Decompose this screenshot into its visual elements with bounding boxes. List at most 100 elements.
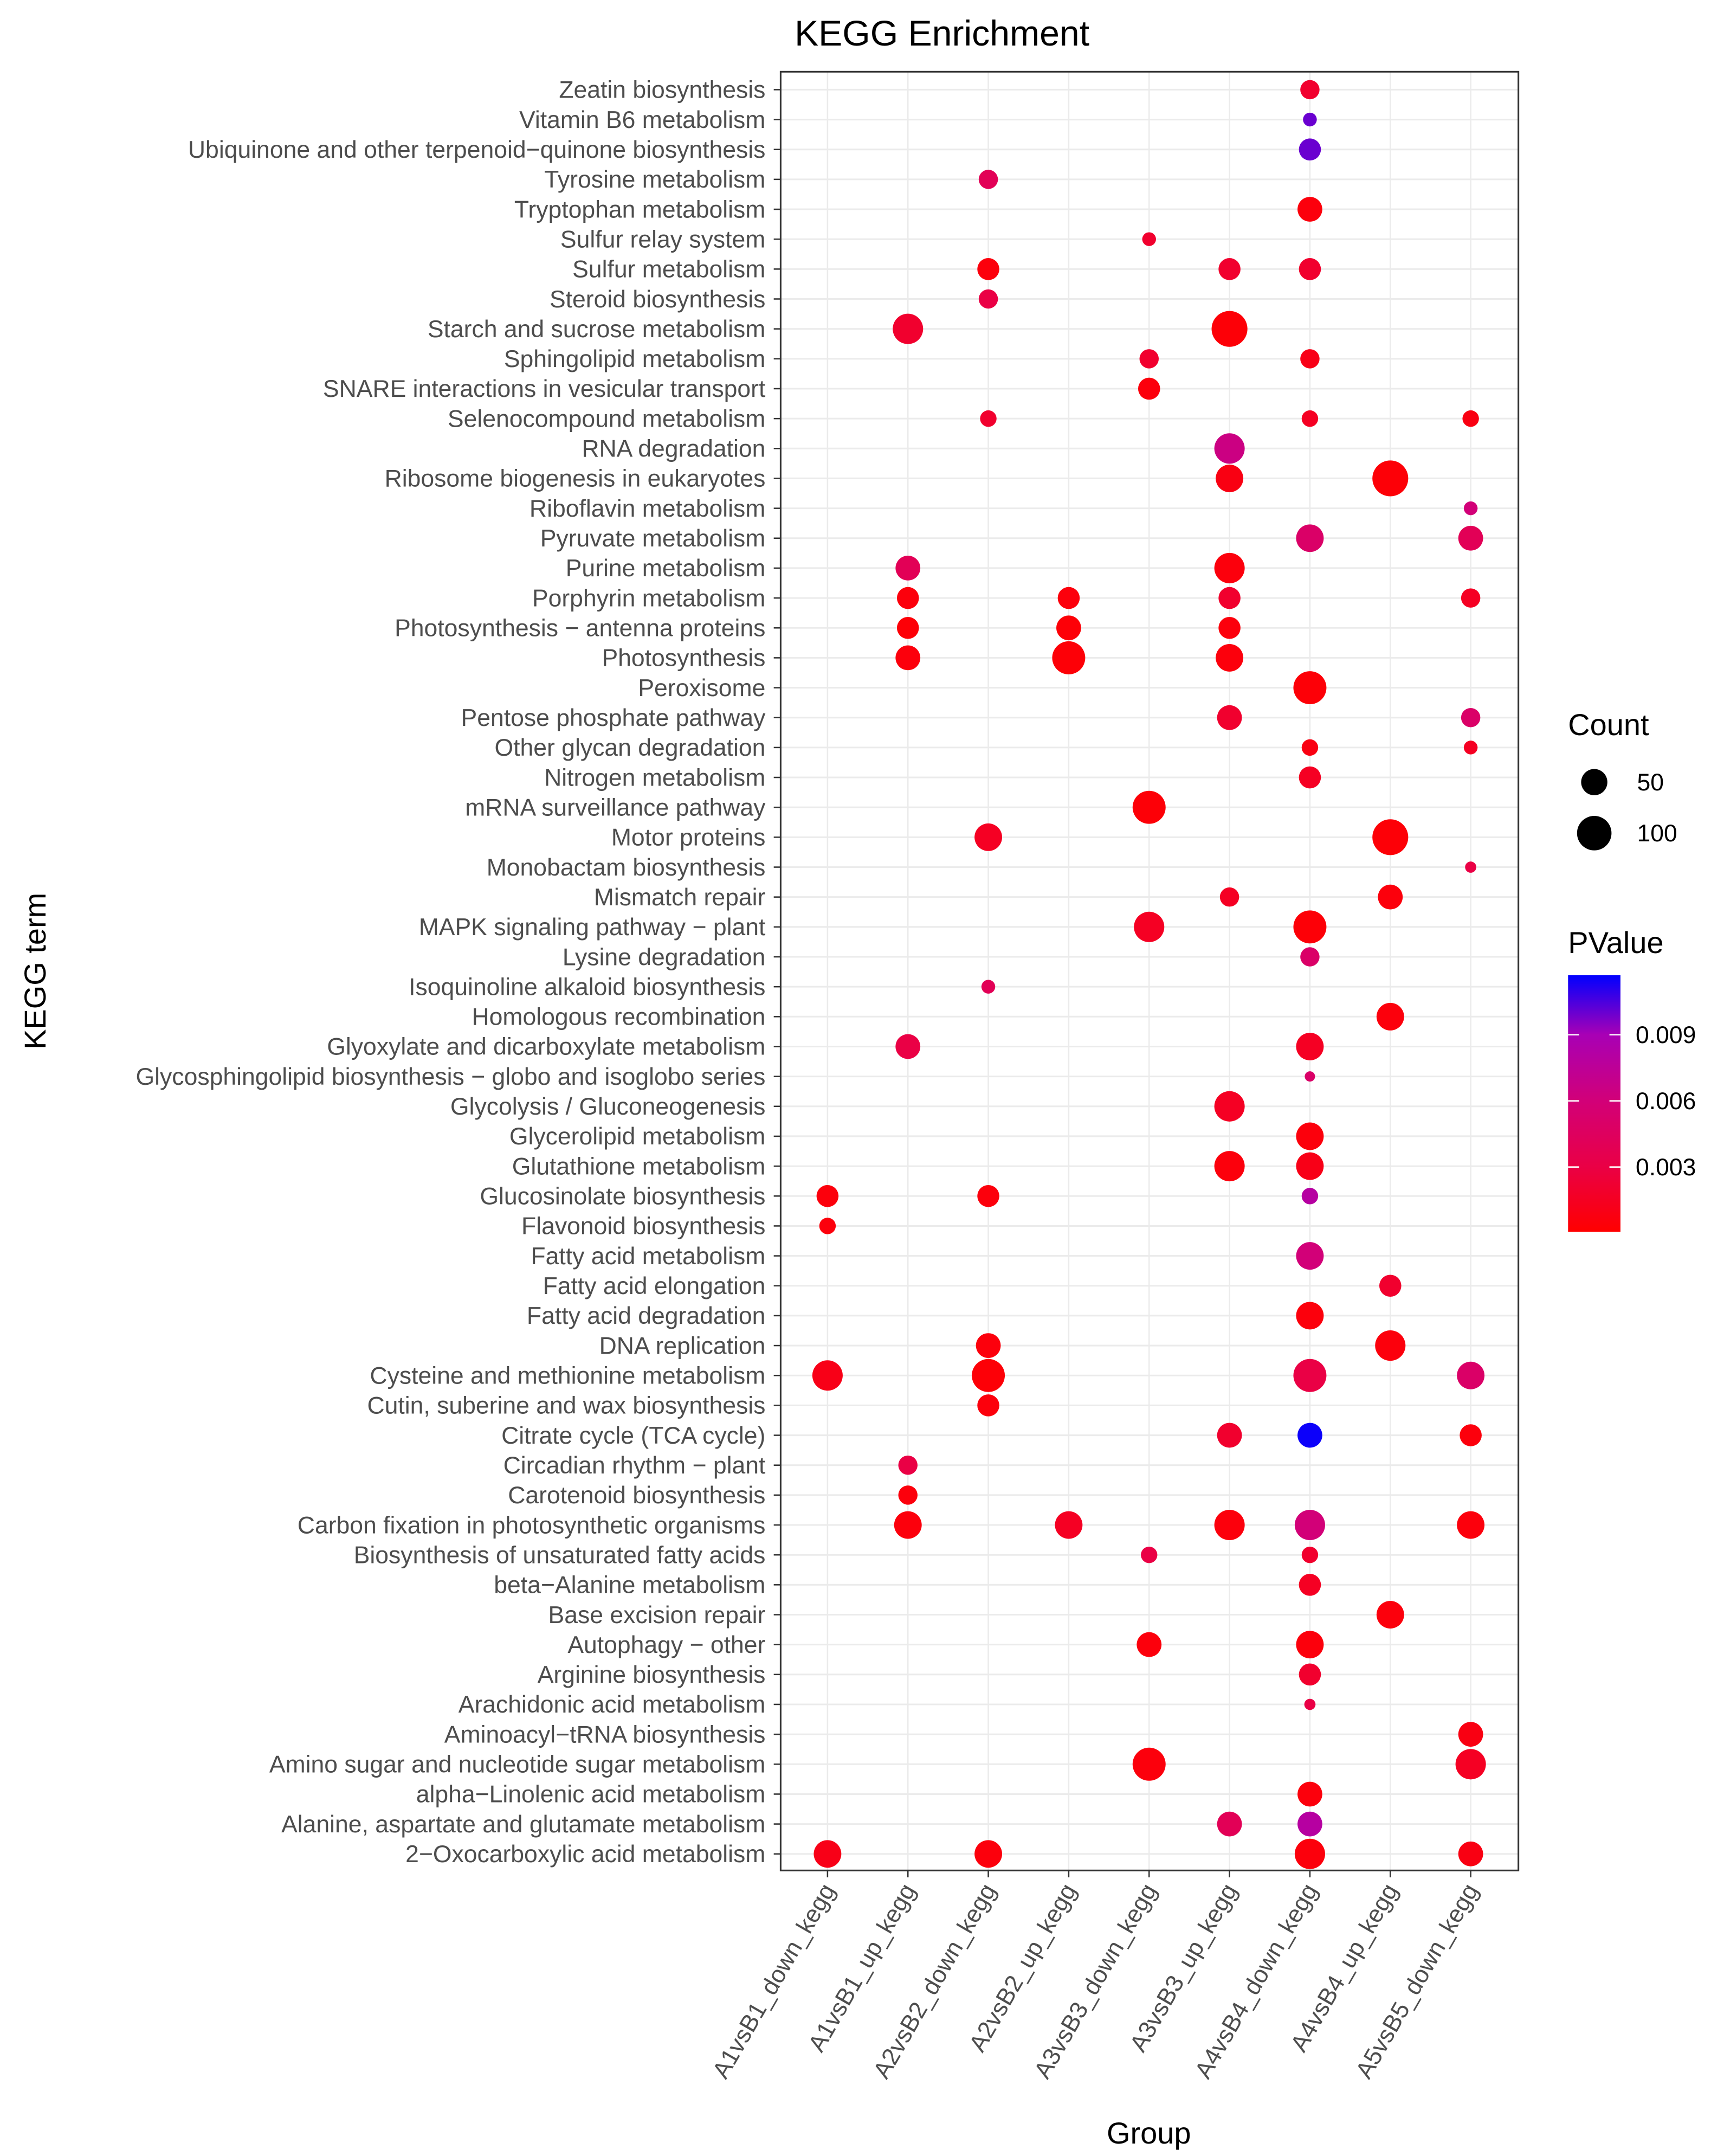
y-tick-label: Nitrogen metabolism [544,764,765,791]
data-point [1214,1151,1245,1182]
y-tick-label: Flavonoid biosynthesis [521,1213,765,1240]
y-tick-label: Citrate cycle (TCA cycle) [501,1423,765,1449]
y-tick-label: Arginine biosynthesis [538,1662,766,1688]
data-point [1301,410,1319,427]
y-tick-label: Tryptophan metabolism [514,196,766,223]
data-point [1299,766,1321,789]
y-tick-label: Pyruvate metabolism [540,525,766,552]
y-tick-label: Fatty acid degradation [527,1303,765,1329]
colorbar [1568,975,1620,1232]
data-points [812,80,1486,1869]
x-axis-title: Group [1107,2116,1191,2150]
data-point [1303,112,1317,127]
data-point [1132,790,1166,824]
y-tick-label: Alanine, aspartate and glutamate metabol… [281,1811,765,1838]
data-point [1297,197,1322,222]
data-point [1296,1033,1324,1060]
data-point [898,1455,918,1475]
data-point [1296,1152,1324,1180]
chart-title: KEGG Enrichment [795,14,1089,54]
y-tick-label: Glycerolipid metabolism [509,1123,766,1150]
y-tick-label: Purine metabolism [566,555,766,582]
y-tick-label: Steroid biosynthesis [550,286,765,313]
data-point [1293,671,1327,705]
data-point [895,645,921,671]
data-point [1378,884,1403,910]
data-point [1293,910,1327,944]
x-axis-ticks: A1vsB1_down_keggA1vsB1_up_keggA2vsB2_dow… [707,1870,1484,2083]
y-tick-label: Aminoacyl−tRNA biosynthesis [444,1721,766,1748]
data-point [1300,80,1320,100]
data-point [1457,1361,1485,1389]
y-tick-label: Cysteine and methionine metabolism [370,1362,765,1389]
y-tick-label: Motor proteins [611,825,766,851]
y-tick-label: Amino sugar and nucleotide sugar metabol… [269,1752,766,1778]
data-point [1458,1841,1483,1867]
data-point [1218,587,1241,609]
data-point [1296,1631,1324,1659]
size-legend-key [1581,769,1607,795]
data-point [1294,1838,1325,1869]
y-tick-label: alpha−Linolenic acid metabolism [416,1781,766,1808]
data-point [1376,1601,1404,1629]
data-point [1375,1330,1406,1361]
y-tick-label: Base excision repair [548,1602,766,1629]
data-point [1138,377,1160,400]
color-legend-title: PValue [1568,925,1663,960]
data-point [1297,1423,1322,1448]
y-axis-ticks: Zeatin biosynthesis Vitamin B6 metabolism… [136,77,781,1868]
data-point [1296,1302,1324,1330]
data-point [1211,311,1248,347]
data-point [895,556,921,581]
y-tick-label: 2−Oxocarboxylic acid metabolism [405,1841,765,1868]
data-point [1052,641,1086,674]
y-tick-label: Fatty acid elongation [543,1273,766,1299]
size-legend-title: Count [1568,707,1649,742]
y-tick-label: Sulfur relay system [560,226,766,253]
data-point [1216,643,1244,672]
y-axis-title: KEGG term [18,893,52,1050]
y-tick-label: Glycolysis / Gluconeogenesis [450,1093,765,1120]
size-legend-key [1577,816,1612,851]
data-point [813,1840,842,1868]
y-tick-label: Monobactam biosynthesis [487,854,766,881]
data-point [1458,1722,1483,1747]
y-tick-label: Circadian rhythm − plant [503,1452,766,1479]
data-point [1305,1071,1315,1082]
data-point [1297,1811,1322,1837]
data-point [974,823,1003,851]
y-tick-label: Isoquinoline alkaloid biosynthesis [409,974,765,1000]
y-tick-label: Glucosinolate biosynthesis [480,1183,765,1210]
data-point [812,1360,843,1391]
data-point [1214,433,1245,464]
data-point [1141,1546,1158,1563]
data-point [1134,911,1165,942]
y-tick-label: mRNA surveillance pathway [465,794,766,821]
data-point [1455,1749,1486,1780]
color-legend-label: 0.009 [1636,1022,1696,1048]
y-tick-label: Tyrosine metabolism [544,166,765,193]
data-point [819,1218,836,1234]
data-point [1056,615,1081,641]
data-point [1301,1188,1319,1205]
y-tick-label: Homologous recombination [472,1004,765,1031]
y-tick-label: Biosynthesis of unsaturated fatty acids [354,1542,766,1568]
color-legend-label: 0.003 [1636,1154,1696,1181]
data-point [1462,410,1479,427]
data-point [977,258,999,280]
data-point [1216,465,1244,492]
data-point [980,410,997,427]
data-point [1139,349,1159,369]
y-tick-label: Glutathione metabolism [512,1153,766,1180]
size-legend-label: 100 [1637,820,1677,847]
data-point [1457,1511,1485,1539]
y-tick-label: Selenocompound metabolism [448,406,765,432]
y-tick-label: Fatty acid metabolism [531,1243,765,1270]
data-point [1460,1424,1482,1446]
y-tick-label: beta−Alanine metabolism [494,1572,765,1599]
y-tick-label: Mismatch repair [594,884,766,911]
y-tick-label: DNA replication [599,1333,766,1359]
data-point [893,313,924,344]
data-point [1142,232,1156,246]
y-tick-label: Zeatin biosynthesis [559,77,765,104]
